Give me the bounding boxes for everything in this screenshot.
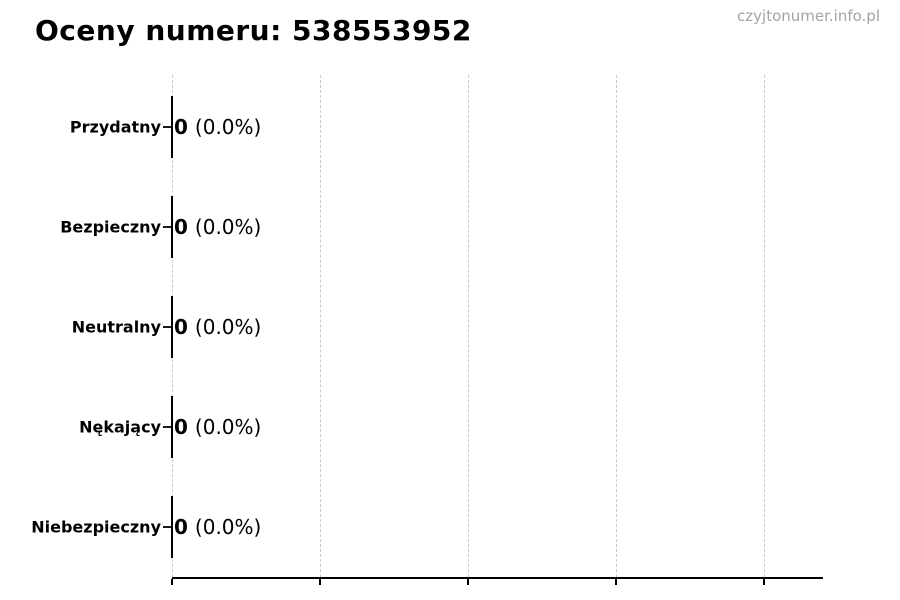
category-label-bezpieczny: Bezpieczny	[60, 217, 161, 237]
x-axis-tick	[763, 579, 765, 585]
value-label: 0 (0.0%)	[174, 115, 261, 139]
value-count: 0	[174, 415, 188, 439]
bar-niebezpieczny	[171, 496, 173, 558]
y-axis-tick	[163, 226, 172, 228]
bar-neutralny	[171, 296, 173, 358]
value-label: 0 (0.0%)	[174, 415, 261, 439]
x-axis-tick	[171, 579, 173, 585]
value-count: 0	[174, 115, 188, 139]
gridline	[468, 75, 469, 577]
category-label-neutralny: Neutralny	[71, 317, 161, 337]
value-count: 0	[174, 215, 188, 239]
category-label-nekajacy: Nękający	[79, 417, 161, 437]
y-axis-tick	[163, 326, 172, 328]
value-count: 0	[174, 315, 188, 339]
x-axis-tick	[319, 579, 321, 585]
category-label-przydatny: Przydatny	[69, 117, 161, 137]
value-percent: (0.0%)	[194, 115, 262, 139]
watermark-text: czyjtonumer.info.pl	[737, 7, 880, 25]
value-percent: (0.0%)	[194, 315, 262, 339]
value-label: 0 (0.0%)	[174, 315, 261, 339]
category-label-niebezpieczny: Niebezpieczny	[31, 517, 161, 537]
value-label: 0 (0.0%)	[174, 215, 261, 239]
gridline	[320, 75, 321, 577]
x-axis-tick	[615, 579, 617, 585]
value-label: 0 (0.0%)	[174, 515, 261, 539]
bar-nekajacy	[171, 396, 173, 458]
gridline	[616, 75, 617, 577]
x-axis-tick	[467, 579, 469, 585]
gridline	[764, 75, 765, 577]
bar-przydatny	[171, 96, 173, 158]
value-count: 0	[174, 515, 188, 539]
bar-bezpieczny	[171, 196, 173, 258]
chart-title: Oceny numeru: 538553952	[35, 14, 472, 47]
value-percent: (0.0%)	[194, 415, 262, 439]
value-percent: (0.0%)	[194, 515, 262, 539]
value-percent: (0.0%)	[194, 215, 262, 239]
plot-area	[163, 75, 823, 585]
y-axis-tick	[163, 526, 172, 528]
y-axis-tick	[163, 426, 172, 428]
y-axis-tick	[163, 126, 172, 128]
